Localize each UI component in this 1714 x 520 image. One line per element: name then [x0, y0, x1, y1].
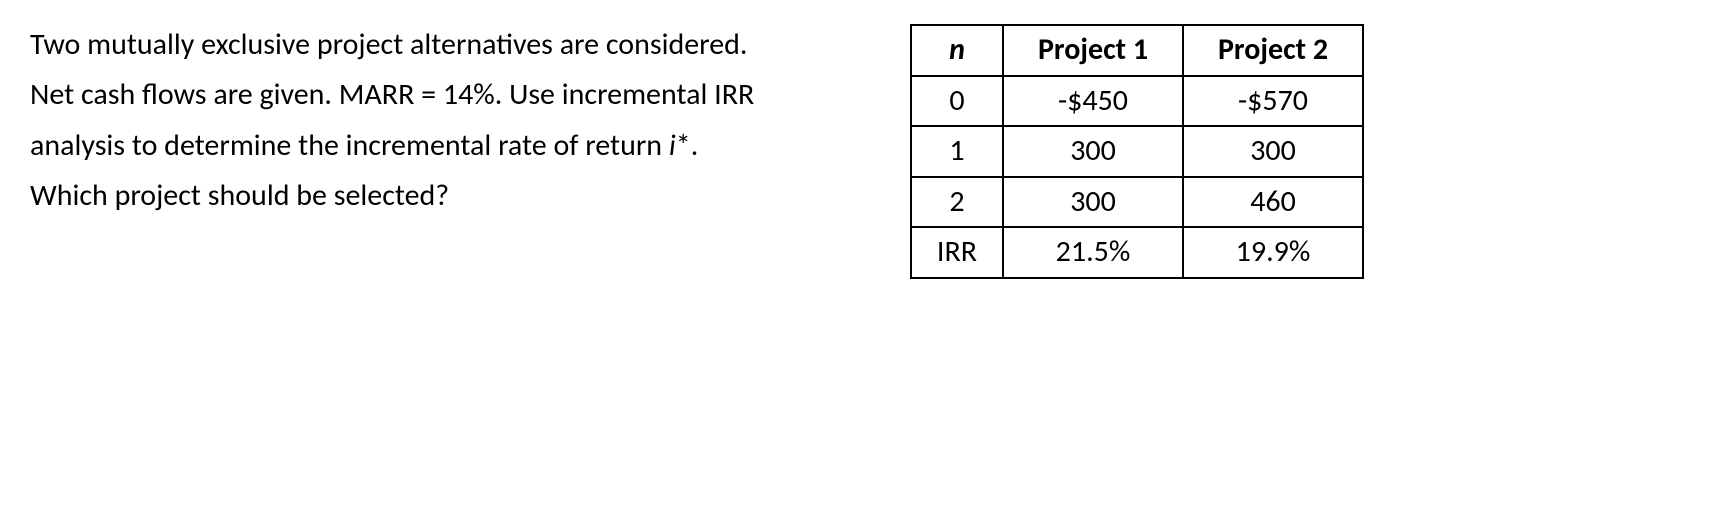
cell-p2: 19.9%: [1183, 227, 1363, 278]
page-root: Two mutually exclusive project alternati…: [0, 0, 1714, 520]
question-line-1: Two mutually exclusive project alternati…: [30, 20, 870, 70]
col-header-project-2: Project 2: [1183, 25, 1363, 76]
question-line-3: analysis to determine the incremental ra…: [30, 121, 870, 171]
table-row: 0 -$450 -$570: [911, 76, 1363, 127]
table-row: 1 300 300: [911, 126, 1363, 177]
cell-p1: -$450: [1003, 76, 1183, 127]
table-row: 2 300 460: [911, 177, 1363, 228]
question-line-2: Net cash flows are given. MARR = 14%. Us…: [30, 70, 870, 120]
question-text: Two mutually exclusive project alternati…: [30, 20, 870, 222]
variable-i: i: [669, 127, 676, 164]
cell-n: 0: [911, 76, 1003, 127]
cashflow-table: n Project 1 Project 2 0 -$450 -$570 1 30…: [910, 24, 1364, 279]
cell-n: 1: [911, 126, 1003, 177]
cell-p1: 300: [1003, 177, 1183, 228]
cell-p1: 21.5%: [1003, 227, 1183, 278]
cell-n: 2: [911, 177, 1003, 228]
question-line-4: Which project should be selected?: [30, 171, 870, 221]
question-line-3-suffix: *.: [676, 127, 699, 164]
question-line-3-prefix: analysis to determine the incremental ra…: [30, 127, 669, 164]
cell-p1: 300: [1003, 126, 1183, 177]
cell-p2: -$570: [1183, 76, 1363, 127]
cashflow-table-wrap: n Project 1 Project 2 0 -$450 -$570 1 30…: [910, 24, 1364, 279]
table-header-row: n Project 1 Project 2: [911, 25, 1363, 76]
col-header-n: n: [911, 25, 1003, 76]
table-row: IRR 21.5% 19.9%: [911, 227, 1363, 278]
cell-p2: 460: [1183, 177, 1363, 228]
cell-n: IRR: [911, 227, 1003, 278]
cell-p2: 300: [1183, 126, 1363, 177]
col-header-project-1: Project 1: [1003, 25, 1183, 76]
